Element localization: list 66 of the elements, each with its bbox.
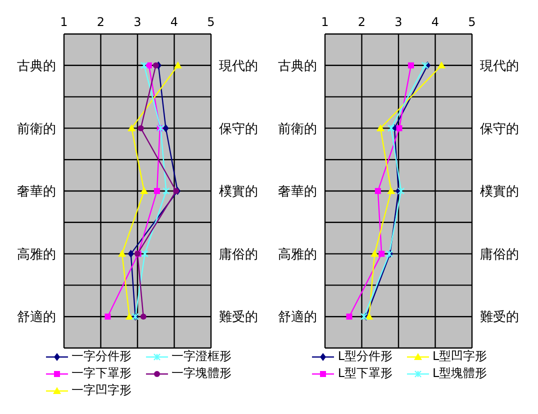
y-tick-label: 舒適的 <box>17 309 56 326</box>
y-tick-label: 前衛的 <box>17 122 56 137</box>
y-tick-label: 奢華的 <box>17 184 56 200</box>
point <box>378 250 385 257</box>
point <box>388 124 395 132</box>
y2-tick-label: 現代的 <box>219 59 258 74</box>
x-tick-label: 1 <box>60 15 68 29</box>
legend-label: 一字澄框形 <box>172 348 232 365</box>
point <box>140 187 148 194</box>
y-tick-label: 古典的 <box>278 59 317 74</box>
point <box>438 61 446 68</box>
y-tick-label: 高雅的 <box>17 246 56 262</box>
point <box>162 187 170 195</box>
y2-tick-label: 難受的 <box>480 310 519 326</box>
x-tick-label: 2 <box>96 15 105 29</box>
point <box>397 187 405 195</box>
y2-tick-label: 庸俗的 <box>219 246 258 262</box>
point <box>141 250 148 258</box>
y2-tick-label: 保守的 <box>480 122 519 137</box>
point <box>104 314 111 320</box>
x-tick-label: 4 <box>170 15 178 29</box>
point <box>118 250 126 257</box>
x-tick-label: 1 <box>321 15 329 29</box>
point <box>154 188 160 194</box>
point <box>138 125 144 132</box>
point <box>174 61 182 68</box>
point <box>162 124 169 132</box>
point <box>408 62 414 68</box>
y2-tick-label: 難受的 <box>219 310 258 326</box>
x-tick-label: 3 <box>394 15 402 29</box>
legend-label: 一字塊體形 <box>172 365 232 382</box>
point <box>128 250 134 258</box>
x-tick-label: 3 <box>134 15 142 29</box>
x-tick-label: 2 <box>358 15 366 29</box>
y-tick-label: 高雅的 <box>278 246 317 262</box>
legend-label: L型下罩形 <box>338 365 392 382</box>
y2-tick-label: 樸實的 <box>480 184 519 200</box>
y-tick-label: 古典的 <box>17 59 56 74</box>
y-tick-label: 前衛的 <box>278 122 317 137</box>
point <box>396 125 402 132</box>
point <box>365 312 374 320</box>
legend-label: 一字分件形 <box>72 348 132 365</box>
y2-tick-label: 樸實的 <box>219 184 258 200</box>
point <box>376 124 384 132</box>
point <box>374 188 381 194</box>
y2-tick-label: 現代的 <box>480 59 519 74</box>
x-tick-label: 5 <box>207 15 215 29</box>
point <box>140 314 146 320</box>
y2-tick-label: 保守的 <box>219 122 258 137</box>
y2-tick-label: 庸俗的 <box>480 246 519 262</box>
y-tick-label: 奢華的 <box>278 184 317 200</box>
x-tick-label: 5 <box>468 15 476 29</box>
point <box>346 314 352 320</box>
x-tick-label: 4 <box>431 15 440 29</box>
legend-label: L型塊體形 <box>432 365 488 382</box>
point <box>152 62 159 68</box>
legend-label: 一字下罩形 <box>72 365 132 382</box>
y-tick-label: 舒適的 <box>278 309 317 326</box>
legend-label: L型分件形 <box>338 348 392 365</box>
legend-label: 一字凹字形 <box>72 382 132 399</box>
point <box>146 62 152 68</box>
legend-label: L型凹字形 <box>432 348 488 365</box>
point <box>387 187 396 194</box>
point <box>125 312 134 320</box>
point <box>370 250 379 257</box>
point <box>128 124 136 132</box>
